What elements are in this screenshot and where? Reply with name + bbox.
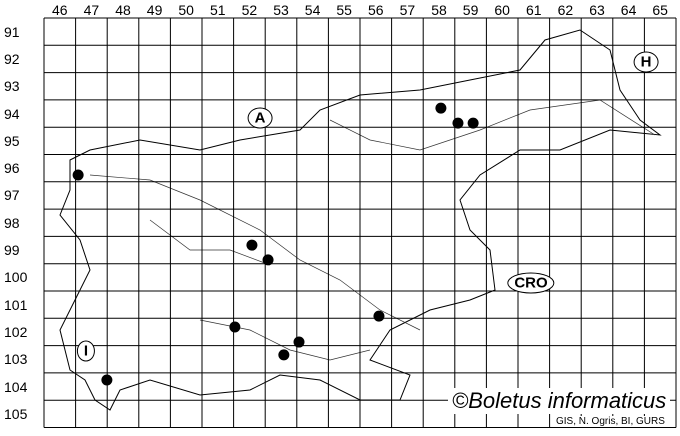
record-point bbox=[278, 349, 290, 361]
credit-text: GIS, N. Ogris, BI, GURS bbox=[554, 416, 667, 427]
grid-column-label: 48 bbox=[115, 2, 131, 18]
grid-column-label: 47 bbox=[83, 2, 100, 18]
record-point bbox=[101, 374, 113, 386]
grid-row-label: 104 bbox=[4, 378, 28, 395]
grid-row-label: 94 bbox=[4, 105, 20, 122]
grid-row-label: 92 bbox=[4, 50, 20, 67]
grid-column-label: 56 bbox=[368, 2, 384, 18]
grid-column-label: 59 bbox=[462, 2, 479, 18]
record-point bbox=[229, 321, 241, 333]
grid-row-label: 99 bbox=[4, 242, 20, 259]
country-label-austria: A bbox=[247, 107, 273, 129]
grid-column-label: 54 bbox=[304, 2, 321, 18]
record-point bbox=[72, 169, 84, 181]
grid-row-label: 98 bbox=[4, 214, 20, 231]
grid-row-label: 91 bbox=[4, 23, 20, 40]
grid-column-label: 52 bbox=[241, 2, 258, 18]
grid-column-label: 65 bbox=[652, 2, 668, 18]
grid-column-label: 49 bbox=[146, 2, 163, 18]
grid-row-label: 101 bbox=[4, 296, 28, 313]
grid-row-label: 100 bbox=[4, 269, 28, 286]
country-label-croatia: CRO bbox=[507, 272, 555, 294]
grid-row-label: 103 bbox=[4, 351, 28, 368]
record-point bbox=[373, 310, 385, 322]
record-point bbox=[435, 102, 447, 114]
grid-column-label: 60 bbox=[494, 2, 510, 18]
grid-column-label: 55 bbox=[336, 2, 352, 18]
grid-row-label: 97 bbox=[4, 187, 20, 204]
grid-column-label: 57 bbox=[399, 2, 416, 18]
grid-column-label: 46 bbox=[52, 2, 68, 18]
country-label-italy: I bbox=[76, 340, 96, 362]
record-point bbox=[452, 117, 464, 129]
grid-column-label: 62 bbox=[557, 2, 574, 18]
river bbox=[329, 99, 656, 151]
grid-column-label: 64 bbox=[620, 2, 637, 18]
record-point bbox=[246, 239, 258, 251]
grid-row-label: 95 bbox=[4, 132, 20, 149]
grid-column-label: 61 bbox=[526, 2, 542, 18]
grid-row-label: 102 bbox=[4, 323, 28, 340]
record-point bbox=[467, 117, 479, 129]
grid-column-label: 53 bbox=[273, 2, 289, 18]
copyright-text: ©Boletus informaticus bbox=[448, 388, 671, 414]
grid-column-label: 58 bbox=[431, 2, 447, 18]
grid-row-label: 96 bbox=[4, 160, 20, 177]
record-point bbox=[262, 254, 274, 266]
grid-column-label: 63 bbox=[589, 2, 605, 18]
country-border bbox=[59, 29, 662, 411]
grid-column-label: 51 bbox=[210, 2, 226, 18]
grid-row-label: 93 bbox=[4, 78, 20, 95]
record-point bbox=[293, 336, 305, 348]
grid-column-label: 50 bbox=[178, 2, 194, 18]
country-label-hungary: H bbox=[633, 51, 659, 73]
grid-row-label: 105 bbox=[4, 405, 28, 422]
river bbox=[89, 174, 421, 331]
